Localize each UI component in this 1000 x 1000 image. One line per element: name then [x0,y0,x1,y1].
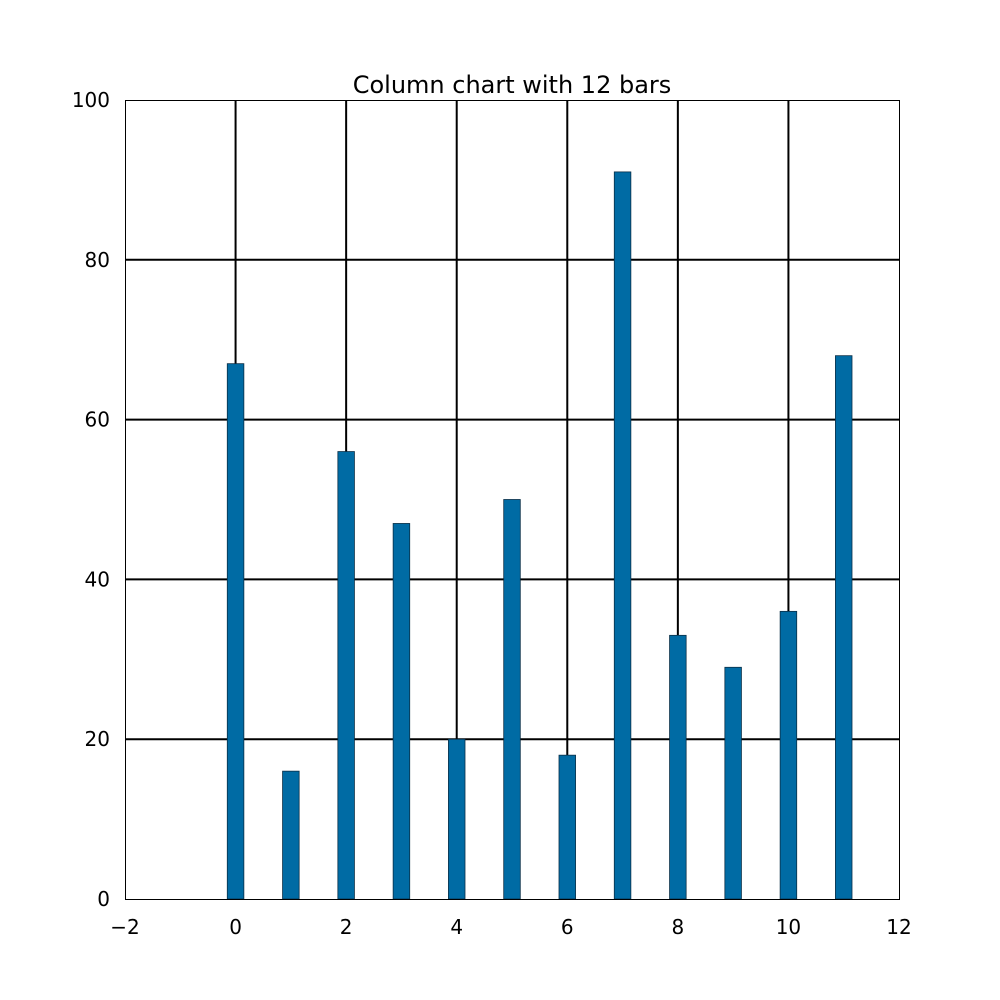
bar-8 [669,634,687,900]
y-tick-label: 40 [85,567,110,591]
y-tick-label: 100 [72,88,110,112]
bar-3 [392,523,411,900]
bar-6 [558,754,576,900]
bar-9 [724,666,742,900]
x-tick-label: 4 [450,915,463,939]
y-tick-label: 60 [85,408,110,432]
plot-frame [125,100,900,900]
x-tick-label: 12 [886,915,911,939]
x-tick-label: 2 [340,915,353,939]
bar-4 [448,738,466,900]
bar-2 [337,451,355,900]
bar-5 [503,499,521,900]
x-tick-label: 8 [671,915,684,939]
x-tick-label: 10 [776,915,801,939]
x-tick-label: −2 [110,915,139,939]
x-tick-label: 0 [229,915,242,939]
bar-11 [835,355,853,900]
bar-10 [779,610,798,900]
y-tick-label: 20 [85,727,110,751]
bar-7 [613,171,632,900]
bar-0 [226,363,245,900]
bar-1 [282,770,300,900]
chart-title: Column chart with 12 bars [353,71,672,99]
x-axis-ticks: −2 0 2 4 6 8 10 12 [110,915,911,939]
bars [226,171,853,900]
y-axis-ticks: 0 20 40 60 80 100 [72,88,110,911]
x-tick-label: 6 [561,915,574,939]
y-tick-label: 0 [97,887,110,911]
y-tick-label: 80 [85,248,110,272]
